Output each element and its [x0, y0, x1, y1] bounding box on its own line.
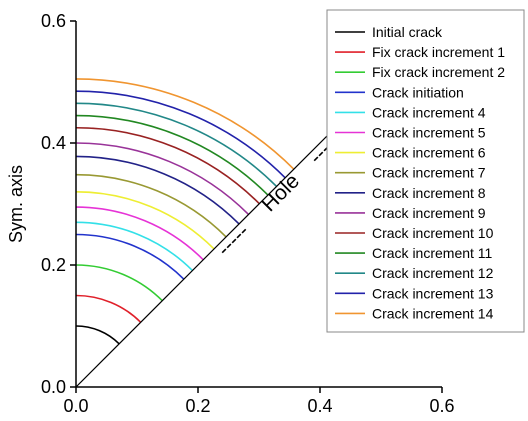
crack-curve-3	[75, 233, 185, 280]
crack-curve-1	[75, 294, 142, 323]
x-tick-label: 0.6	[429, 396, 454, 416]
legend-entry: Crack increment 10	[372, 225, 494, 241]
hole-dashes-left: -----	[213, 220, 254, 261]
legend-entry: Crack increment 6	[372, 145, 486, 161]
x-tick-label: 0.0	[63, 396, 88, 416]
legend-entry: Crack increment 12	[372, 265, 494, 281]
crack-curve-11	[75, 114, 269, 196]
crack-curve-7	[75, 173, 227, 238]
legend-entry: Crack increment 13	[372, 285, 494, 301]
legend-entry: Crack increment 11	[372, 245, 493, 261]
legend-entry: Fix crack increment 1	[372, 44, 505, 60]
legend: Initial crack Fix crack increment 1 Fix cr…	[326, 9, 525, 333]
crack-curve-8	[75, 155, 240, 225]
legend-entry: Fix crack increment 2	[372, 64, 505, 80]
y-axis-label: Sym. axis	[6, 165, 26, 243]
legend-entry: Crack increment 9	[372, 205, 486, 221]
legend-entry: Crack increment 5	[372, 125, 486, 141]
crack-curve-0	[75, 325, 120, 345]
crack-curve-6	[75, 191, 215, 250]
crack-curve-4	[75, 221, 194, 272]
crack-curve-5	[75, 206, 204, 261]
crack-curve-14	[75, 78, 295, 170]
x-ticks: 0.0 0.2 0.4 0.6	[63, 387, 455, 416]
legend-entry: Crack increment 4	[372, 104, 486, 120]
legend-entry: Crack increment 14	[372, 305, 494, 321]
crack-curve-12	[75, 102, 278, 187]
crack-curve-13	[75, 90, 286, 179]
y-tick-label: 0.0	[41, 377, 66, 397]
crack-curve-2	[75, 264, 163, 302]
crack-curves	[75, 78, 295, 345]
legend-entry: Crack initiation	[372, 84, 464, 100]
y-ticks: 0.0 0.2 0.4 0.6	[41, 11, 76, 397]
legend-box	[326, 9, 525, 333]
hole-annotation: ----- Hole -----	[213, 128, 346, 261]
x-tick-label: 0.2	[185, 396, 210, 416]
legend-entry: Crack increment 7	[372, 165, 486, 181]
legend-entry: Initial crack	[372, 24, 443, 40]
hole-label: Hole	[257, 169, 304, 216]
y-tick-label: 0.6	[41, 11, 66, 31]
crack-curve-9	[75, 142, 250, 216]
legend-entry: Crack increment 8	[372, 185, 486, 201]
y-tick-label: 0.4	[41, 133, 66, 153]
crack-curve-10	[75, 126, 260, 205]
x-tick-label: 0.4	[307, 396, 332, 416]
y-tick-label: 0.2	[41, 255, 66, 275]
